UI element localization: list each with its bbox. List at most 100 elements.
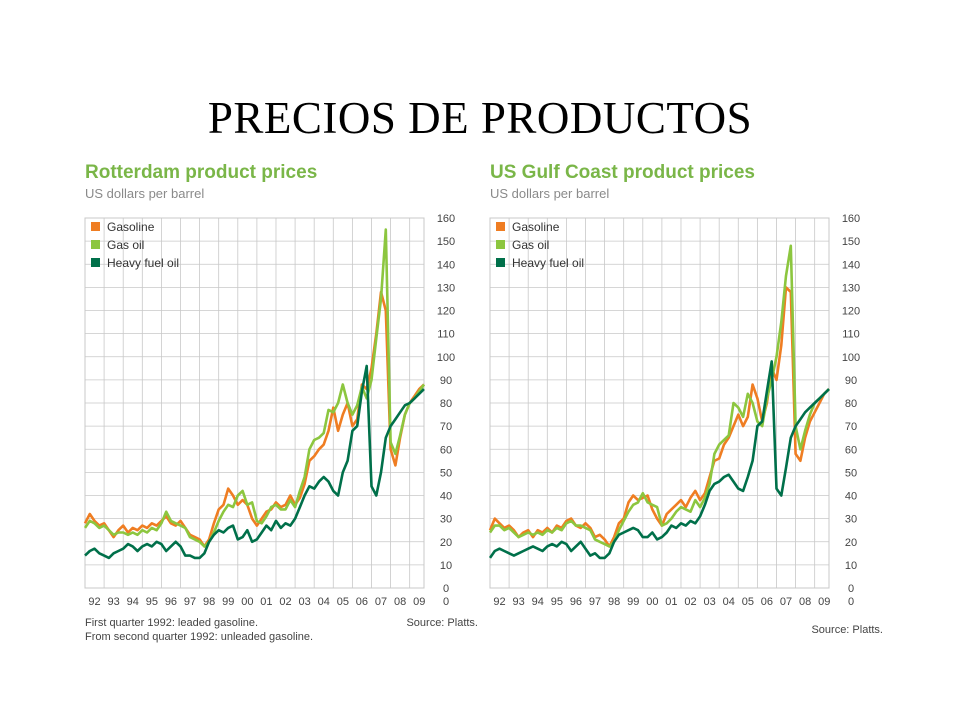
legend-swatch [496,222,505,231]
chart-title: Rotterdam product prices [85,162,318,183]
x-tick-label: 03 [299,596,311,608]
legend-swatch [91,258,100,267]
legend-swatch [91,240,100,249]
legend-label: Gasoline [512,220,560,234]
x-tick-label: 09 [413,596,425,608]
x-tick-label: 98 [203,596,215,608]
y-tick-label: 160 [437,213,455,225]
y-tick-label: 70 [845,421,857,433]
x-tick-label: 94 [127,596,139,608]
x-tick-label: 06 [761,596,773,608]
x-tick-label: 07 [375,596,387,608]
x-tick-label: 05 [742,596,754,608]
y-tick-label: 30 [440,514,452,526]
chart-source: Source: Platts. [406,617,478,629]
x-tick-label: 97 [589,596,601,608]
y-tick-label: 140 [437,259,455,271]
y-tick-label: 60 [440,444,452,456]
x-tick-label: 07 [780,596,792,608]
chart-title: US Gulf Coast product prices [490,162,755,183]
x-tick-label: 95 [146,596,158,608]
y-tick-label: 90 [440,375,452,387]
x-axis-zero-label: 0 [848,596,854,608]
x-tick-label: 97 [184,596,196,608]
y-tick-label: 0 [848,583,854,595]
legend: Gasoline Gas oil Heavy fuel oil [91,220,179,270]
y-tick-label: 70 [440,421,452,433]
x-tick-label: 99 [222,596,234,608]
y-tick-label: 0 [443,583,449,595]
y-tick-label: 80 [845,398,857,410]
series-line-gasoline [488,286,830,548]
x-tick-label: 03 [704,596,716,608]
y-tick-label: 120 [437,306,455,318]
rotterdam-chart-panel: Rotterdam product prices US dollars per … [82,160,482,650]
y-tick-label: 80 [440,398,452,410]
y-tick-label: 20 [440,537,452,549]
x-tick-label: 92 [88,596,100,608]
legend-swatch [496,240,505,249]
y-tick-label: 110 [842,329,860,341]
chart-subtitle: US dollars per barrel [85,186,205,201]
x-tick-label: 04 [318,596,330,608]
y-tick-label: 90 [845,375,857,387]
x-tick-label: 04 [723,596,735,608]
legend-label: Gas oil [512,238,549,252]
series-line-heavy-fuel-oil [84,364,425,560]
y-tick-label: 50 [845,467,857,479]
slide-title: PRECIOS DE PRODUCTOS [207,93,753,143]
us-gulf-coast-chart-panel: US Gulf Coast product prices US dollars … [487,160,887,650]
y-tick-label: 100 [437,352,455,364]
y-tick-label: 120 [842,306,860,318]
x-tick-label: 99 [627,596,639,608]
x-tick-label: 96 [570,596,582,608]
x-tick-label: 92 [493,596,505,608]
x-tick-label: 01 [665,596,677,608]
x-tick-label: 01 [260,596,272,608]
y-tick-label: 150 [842,236,860,248]
rotterdam-chart: 1601501401301201101009080706050403020100… [83,213,455,608]
x-tick-label: 98 [608,596,620,608]
chart-note-2: From second quarter 1992: unleaded gasol… [85,631,314,643]
y-tick-label: 150 [437,236,455,248]
x-tick-label: 02 [684,596,696,608]
x-tick-label: 93 [513,596,525,608]
x-tick-label: 02 [279,596,291,608]
legend-label: Gas oil [107,238,144,252]
x-tick-label: 95 [551,596,563,608]
y-tick-label: 40 [440,491,452,503]
x-tick-label: 93 [108,596,120,608]
legend-swatch [91,222,100,231]
y-tick-label: 20 [845,537,857,549]
us-gulf-coast-chart: 1601501401301201101009080706050403020100… [488,213,860,608]
x-tick-label: 05 [337,596,349,608]
legend-label: Gasoline [107,220,155,234]
x-tick-label: 00 [646,596,658,608]
y-tick-label: 30 [845,514,857,526]
legend-label: Heavy fuel oil [107,256,179,270]
legend: Gasoline Gas oil Heavy fuel oil [496,220,584,270]
y-tick-label: 10 [845,560,857,572]
chart-note-1: First quarter 1992: leaded gasoline. [85,617,259,629]
x-tick-label: 00 [241,596,253,608]
y-tick-label: 140 [842,259,860,271]
series-line-gas-oil [488,244,830,548]
x-tick-label: 96 [165,596,177,608]
legend-swatch [496,258,505,267]
y-tick-label: 110 [437,329,455,341]
x-tick-label: 06 [356,596,368,608]
legend-label: Heavy fuel oil [512,256,584,270]
y-tick-label: 130 [842,282,860,294]
x-tick-label: 09 [818,596,830,608]
x-axis-zero-label: 0 [443,596,449,608]
series-line-heavy-fuel-oil [488,360,830,560]
x-tick-label: 94 [532,596,544,608]
y-tick-label: 130 [437,282,455,294]
y-tick-label: 100 [842,352,860,364]
y-tick-label: 10 [440,560,452,572]
series-line-gas-oil [83,228,426,548]
y-tick-label: 40 [845,491,857,503]
y-tick-label: 160 [842,213,860,225]
chart-subtitle: US dollars per barrel [490,186,610,201]
chart-source: Source: Platts. [811,624,883,636]
